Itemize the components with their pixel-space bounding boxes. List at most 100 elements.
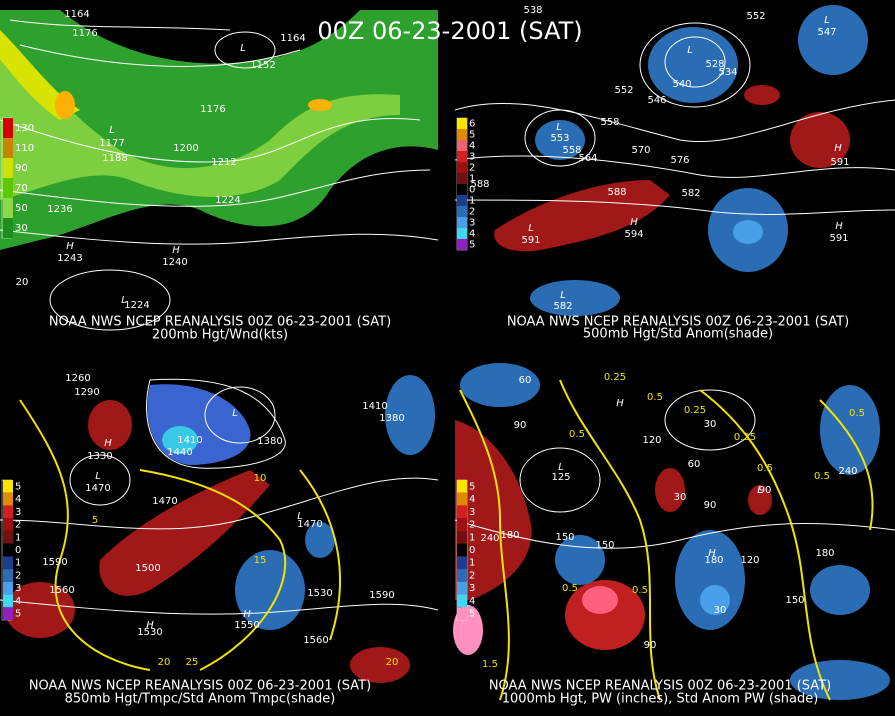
contour-label: H — [834, 143, 842, 154]
contour-label: 0.5 — [647, 392, 663, 403]
legend-label: 110 — [15, 143, 34, 154]
legend-swatch — [457, 129, 467, 140]
contour-label: 180 — [815, 548, 834, 559]
contour-label: 591 — [521, 235, 540, 246]
contour-label: 120 — [642, 435, 661, 446]
contour-label: L — [297, 511, 303, 522]
contour-label: 1470 — [85, 483, 110, 494]
contour-label: 547 — [817, 27, 836, 38]
legend-swatch — [3, 492, 13, 506]
legend-label: 5 — [469, 130, 475, 141]
contour-label: 546 — [647, 95, 666, 106]
contour-label: H — [835, 221, 843, 232]
contour-label: 30 — [714, 605, 727, 616]
legend-swatch — [457, 492, 467, 506]
contour-label: 20 — [158, 657, 171, 668]
contour-label: 0.25 — [604, 372, 626, 383]
contour-label: H — [66, 241, 74, 252]
contour-label: 0.5 — [562, 583, 578, 594]
panel-caption: NOAA NWS NCEP REANALYSIS 00Z 06-23-2001 … — [29, 679, 371, 694]
contour-label: H — [146, 620, 154, 631]
legend-swatch — [457, 140, 467, 151]
contour-label: 582 — [681, 188, 700, 199]
contour-label: 558 — [600, 117, 619, 128]
legend-swatch — [457, 518, 467, 531]
contour-label: 534 — [718, 67, 737, 78]
contour-label: 1560 — [303, 635, 328, 646]
legend-swatch — [3, 607, 13, 620]
main-title: 00Z 06-23-2001 (SAT) — [317, 17, 582, 45]
contour-label: 591 — [830, 157, 849, 168]
legend-label: 3 — [469, 218, 475, 229]
contour-label: 125 — [551, 472, 570, 483]
contour-label: 60 — [688, 459, 701, 470]
contour-label: 90 — [759, 485, 772, 496]
contour-label: 1164 — [64, 9, 89, 20]
contour-label: 1188 — [102, 153, 127, 164]
contour-label: H — [616, 398, 624, 409]
legend-swatch — [457, 228, 467, 239]
contour-label: 1590 — [42, 557, 67, 568]
contour-label: 180 — [704, 555, 723, 566]
contour-label: 1240 — [162, 257, 187, 268]
legend-label: 30 — [15, 223, 28, 234]
contour-label: H — [630, 217, 638, 228]
contour-label: L — [95, 471, 101, 482]
contour-label: 1560 — [49, 585, 74, 596]
contour-label: 240 — [838, 466, 857, 477]
legend-swatch — [3, 158, 13, 178]
contour-label: 588 — [607, 187, 626, 198]
legend-swatch — [457, 569, 467, 582]
panel-200mb — [0, 10, 439, 331]
contour-label: 240 — [480, 533, 499, 544]
contour-label: 0.25 — [734, 432, 756, 443]
legend-swatch — [3, 138, 13, 158]
contour-label: 1200 — [173, 143, 198, 154]
legend-label: 3 — [469, 152, 475, 163]
legend-label: 1 — [469, 532, 475, 543]
legend-label: 1 — [15, 558, 21, 569]
contour-label: L — [121, 295, 127, 306]
contour-label: 1530 — [137, 627, 162, 638]
contour-label: 1260 — [65, 373, 90, 384]
contour-label: 564 — [578, 153, 597, 164]
contour-label: 558 — [562, 145, 581, 156]
panel-500mb — [454, 5, 895, 316]
contour-label: L — [528, 223, 534, 234]
contour-label: 1410 — [362, 401, 387, 412]
contour-label: 588 — [470, 179, 489, 190]
legend-label: 5 — [15, 609, 21, 620]
contour-label: 553 — [550, 133, 569, 144]
legend-swatch — [3, 569, 13, 582]
contour-label: 1164 — [280, 33, 305, 44]
contour-label: 1224 — [124, 300, 149, 311]
legend-label: 130 — [15, 123, 34, 134]
contour-label: 15 — [254, 555, 267, 566]
legend-swatch — [457, 239, 467, 250]
legend-swatch — [3, 594, 13, 608]
legend-swatch — [3, 581, 13, 595]
panel-subtitle: 500mb Hgt/Std Anom(shade) — [583, 327, 773, 342]
legend-label: 4 — [469, 229, 475, 240]
legend-label: 5 — [469, 609, 475, 620]
contour-label: 0.5 — [569, 429, 585, 440]
contour-label: L — [232, 408, 238, 419]
legend-swatch — [457, 173, 467, 184]
legend-swatch — [3, 543, 13, 557]
legend-label: 6 — [469, 119, 475, 130]
contour-label: 591 — [829, 233, 848, 244]
contour-label: 552 — [614, 85, 633, 96]
panel-1000mb — [453, 363, 895, 701]
contour-label: L — [687, 45, 693, 56]
legend-label: 5 — [469, 240, 475, 251]
legend-swatch — [457, 543, 467, 557]
contour-label: 1243 — [57, 253, 82, 264]
contour-label: 30 — [704, 419, 717, 430]
contour-label: 0.5 — [757, 463, 773, 474]
contour-label: L — [824, 15, 830, 26]
contour-label: 1380 — [379, 413, 404, 424]
contour-label: L — [560, 290, 566, 301]
legend-swatch — [457, 607, 467, 620]
legend-swatch — [3, 530, 13, 544]
